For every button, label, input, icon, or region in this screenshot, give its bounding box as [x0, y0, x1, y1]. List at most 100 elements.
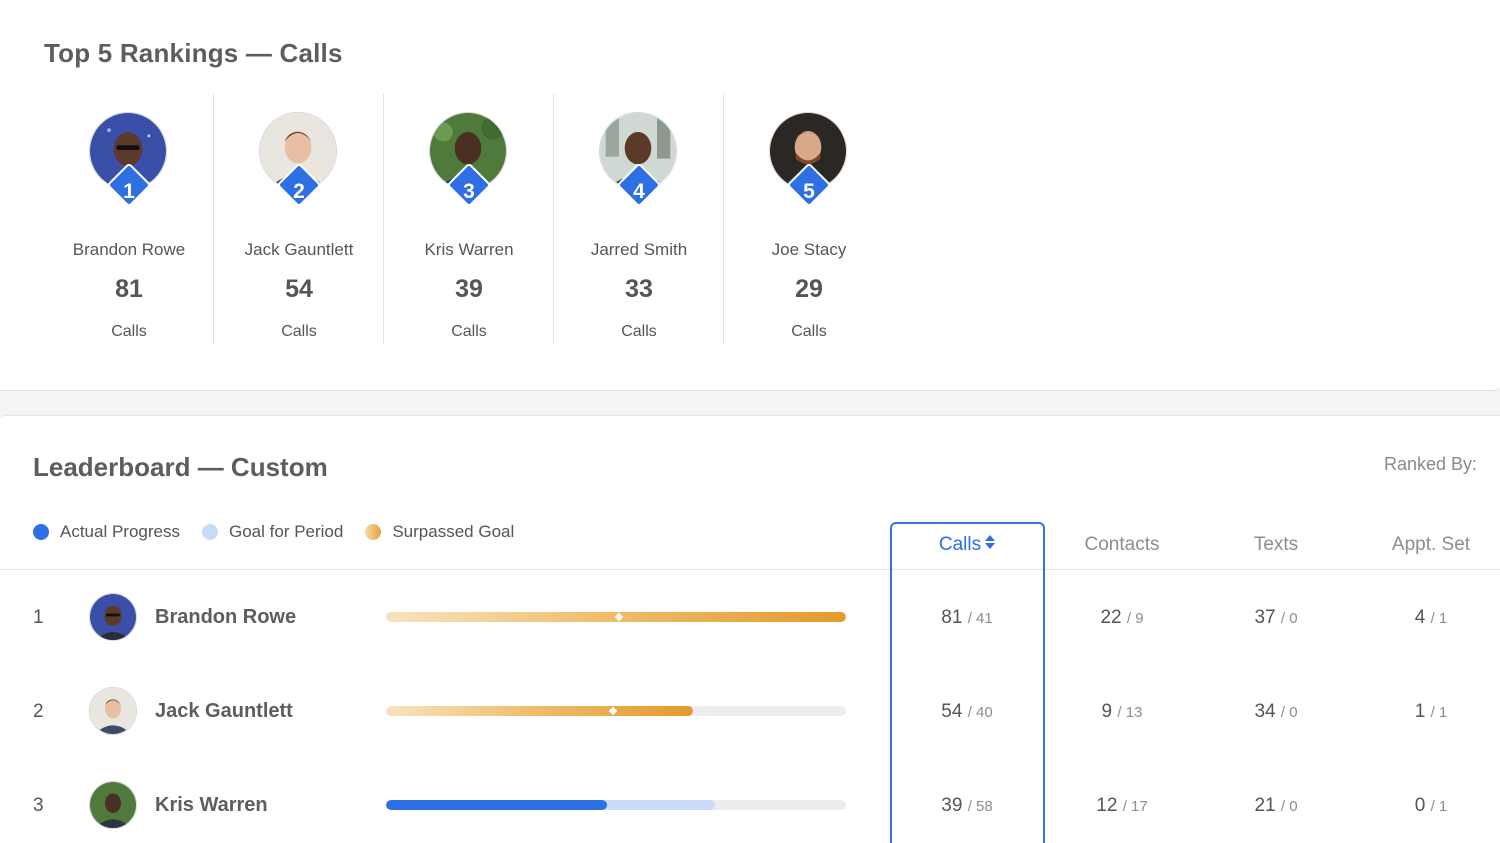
cell-goal: / 9	[1126, 610, 1144, 627]
cell-appt-set: 4 / 1	[1356, 608, 1500, 627]
ranking-metric: Calls	[621, 323, 657, 340]
surpassed-dot-icon	[365, 524, 382, 540]
cell-texts: 37 / 0	[1201, 608, 1351, 627]
rank-number: 5	[803, 180, 815, 203]
ranking-card[interactable]: 2 Jack Gauntlett 54 Calls	[214, 94, 384, 344]
cell-appt-set: 0 / 1	[1356, 796, 1500, 815]
column-header-calls[interactable]: Calls	[892, 534, 1043, 556]
progress-bar	[386, 612, 846, 622]
cell-appt-set: 1 / 1	[1356, 702, 1500, 721]
ranking-value: 29	[795, 275, 823, 303]
ranking-card[interactable]: 5 Joe Stacy 29 Calls	[724, 94, 894, 344]
legend-item-actual: Actual Progress	[33, 522, 180, 542]
progress-bar	[386, 800, 846, 810]
ranking-value: 33	[625, 275, 653, 303]
cell-actual: 0	[1414, 795, 1426, 816]
cell-goal: / 1	[1430, 704, 1448, 721]
cell-actual: 34	[1254, 701, 1276, 722]
cell-actual: 1	[1414, 701, 1426, 722]
ranking-name: Jack Gauntlett	[244, 240, 354, 259]
row-name[interactable]: Brandon Rowe	[155, 606, 297, 628]
cell-calls: 39 / 58	[892, 796, 1042, 815]
cell-calls: 54 / 40	[892, 702, 1042, 721]
ranking-value: 39	[455, 275, 483, 303]
header-divider	[0, 569, 1500, 570]
avatar	[89, 687, 137, 735]
sort-icon[interactable]	[984, 534, 996, 556]
legend-label: Goal for Period	[229, 522, 344, 541]
legend-item-surpassed: Surpassed Goal	[365, 522, 514, 542]
cell-actual: 37	[1254, 607, 1276, 628]
ranking-value: 81	[115, 275, 143, 303]
top-rankings-list: 1 Brandon Rowe 81 Calls 2 Jack Gauntlett…	[44, 94, 894, 344]
cell-contacts: 12 / 17	[1047, 796, 1197, 815]
ranking-value: 54	[285, 275, 313, 303]
goal-dot-icon	[202, 524, 218, 540]
cell-goal: / 1	[1430, 798, 1448, 815]
column-header-appt-set[interactable]: Appt. Set	[1356, 534, 1500, 556]
cell-actual: 9	[1101, 701, 1113, 722]
cell-goal: / 0	[1280, 798, 1298, 815]
column-header-contacts[interactable]: Contacts	[1047, 534, 1197, 556]
progress-bar	[386, 706, 846, 716]
rank-number: 4	[633, 180, 645, 203]
ranked-by-label[interactable]: Ranked By:	[1384, 454, 1478, 474]
rank-number: 2	[293, 180, 305, 203]
row-rank: 1	[33, 607, 44, 628]
cell-contacts: 22 / 9	[1047, 608, 1197, 627]
leaderboard-title: Leaderboard — Custom	[33, 452, 328, 482]
cell-goal: / 17	[1122, 798, 1148, 815]
avatar	[89, 781, 137, 829]
legend-item-goal: Goal for Period	[202, 522, 343, 542]
cell-texts: 21 / 0	[1201, 796, 1351, 815]
cell-goal: / 41	[967, 610, 993, 627]
progress-fill	[386, 706, 693, 716]
top-rankings-card: Top 5 Rankings — Calls 1 Brandon Rowe 81…	[0, 0, 1500, 391]
cell-calls: 81 / 41	[892, 608, 1042, 627]
row-name[interactable]: Kris Warren	[155, 794, 268, 816]
cell-actual: 54	[941, 701, 963, 722]
ranking-metric: Calls	[451, 323, 487, 340]
cell-texts: 34 / 0	[1201, 702, 1351, 721]
column-header-texts[interactable]: Texts	[1201, 534, 1351, 556]
progress-fill	[386, 800, 608, 810]
column-label: Texts	[1253, 534, 1299, 555]
ranking-metric: Calls	[281, 323, 317, 340]
ranking-name: Jarred Smith	[590, 240, 688, 259]
column-label: Contacts	[1084, 534, 1160, 555]
cell-goal: / 40	[967, 704, 993, 721]
ranking-card[interactable]: 3 Kris Warren 39 Calls	[384, 94, 554, 344]
column-label: Calls	[938, 534, 982, 556]
ranking-card[interactable]: 4 Jarred Smith 33 Calls	[554, 94, 724, 344]
leaderboard-card: Leaderboard — Custom Ranked By: Actual P…	[0, 415, 1500, 843]
ranking-name: Brandon Rowe	[72, 240, 186, 259]
cell-goal: / 1	[1430, 610, 1448, 627]
cell-actual: 39	[941, 795, 963, 816]
cell-goal: / 0	[1280, 610, 1298, 627]
legend-label: Surpassed Goal	[392, 522, 515, 541]
ranking-metric: Calls	[111, 323, 147, 340]
top-rankings-title: Top 5 Rankings — Calls	[44, 38, 343, 68]
ranking-metric: Calls	[791, 323, 827, 340]
cell-goal: / 58	[967, 798, 993, 815]
cell-goal: / 13	[1117, 704, 1143, 721]
cell-actual: 22	[1100, 607, 1122, 628]
cell-contacts: 9 / 13	[1047, 702, 1197, 721]
ranking-name: Joe Stacy	[771, 240, 847, 259]
rank-number: 3	[463, 180, 475, 203]
cell-actual: 12	[1096, 795, 1118, 816]
column-label: Appt. Set	[1391, 534, 1471, 555]
row-rank: 3	[33, 795, 44, 816]
rank-number: 1	[123, 180, 135, 203]
ranking-card[interactable]: 1 Brandon Rowe 81 Calls	[44, 94, 214, 344]
ranking-name: Kris Warren	[424, 240, 514, 259]
avatar	[89, 593, 137, 641]
cell-actual: 81	[941, 607, 963, 628]
cell-actual: 21	[1254, 795, 1276, 816]
legend: Actual Progress Goal for Period Surpasse…	[33, 522, 536, 542]
cell-goal: / 0	[1280, 704, 1298, 721]
row-name[interactable]: Jack Gauntlett	[155, 700, 293, 722]
